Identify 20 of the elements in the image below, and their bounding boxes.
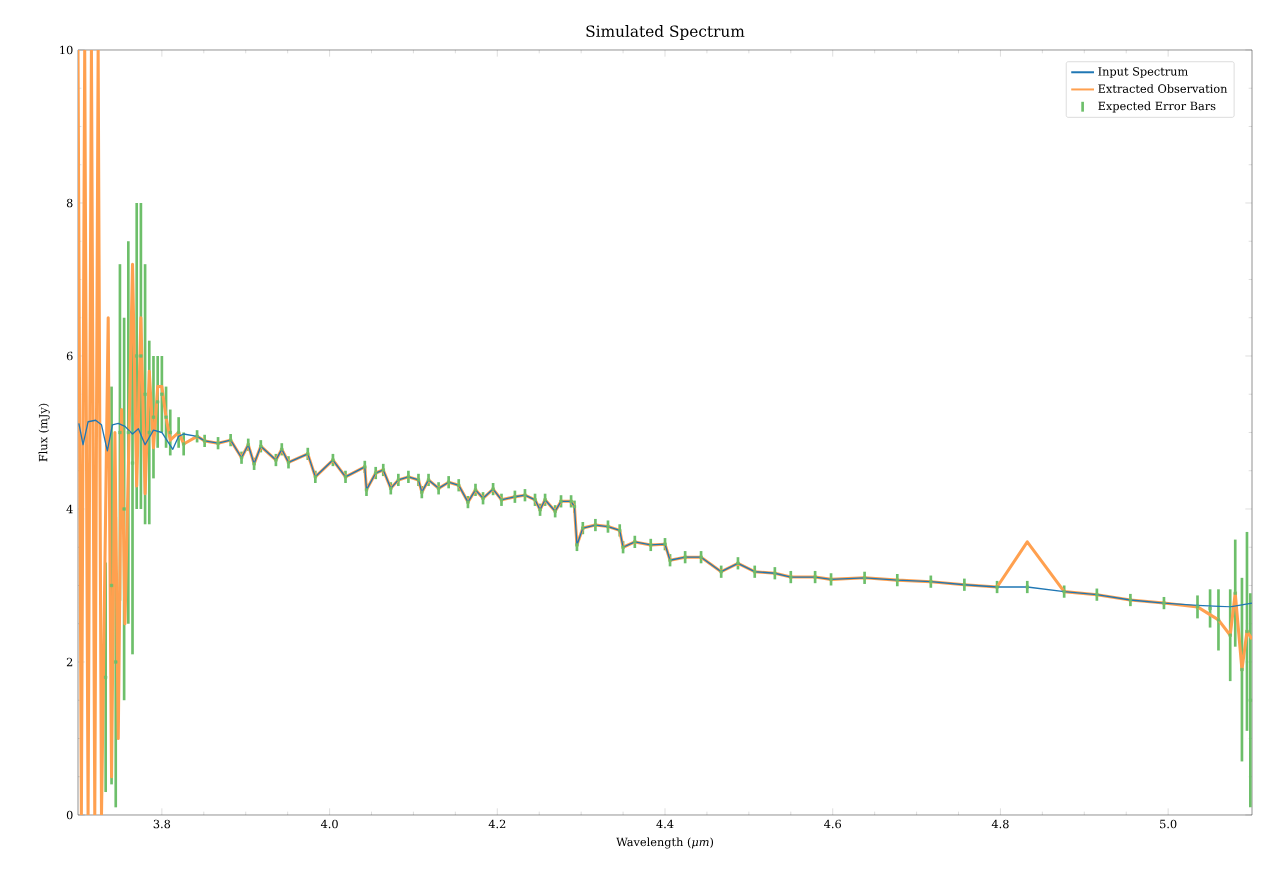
y-tick-label: 8 xyxy=(66,198,73,208)
y-tick-label: 2 xyxy=(66,657,73,667)
y-tick-label: 0 xyxy=(66,810,73,820)
x-tick-label: 5.0 xyxy=(1160,819,1177,829)
x-tick-label: 4.8 xyxy=(991,819,1009,829)
legend-label: Expected Error Bars xyxy=(1098,101,1216,113)
x-tick-label: 4.0 xyxy=(320,819,338,829)
y-tick-label: 10 xyxy=(60,45,73,55)
y-tick-label: 4 xyxy=(66,504,73,514)
x-axis-title: Wavelength (μm) xyxy=(616,837,714,849)
legend-label: Input Spectrum xyxy=(1098,67,1188,78)
x-tick-label: 4.6 xyxy=(824,819,842,829)
x-tick-label: 4.4 xyxy=(656,819,674,829)
line-series xyxy=(78,419,1252,608)
y-tick-label: 6 xyxy=(66,351,73,361)
legend-label: Extracted Observation xyxy=(1098,84,1228,93)
chart-title: Simulated Spectrum xyxy=(586,25,745,40)
y-axis-title: Flux (mJy) xyxy=(38,403,50,462)
x-tick-label: 3.8 xyxy=(153,819,171,829)
x-tick-label: 4.2 xyxy=(488,819,506,829)
